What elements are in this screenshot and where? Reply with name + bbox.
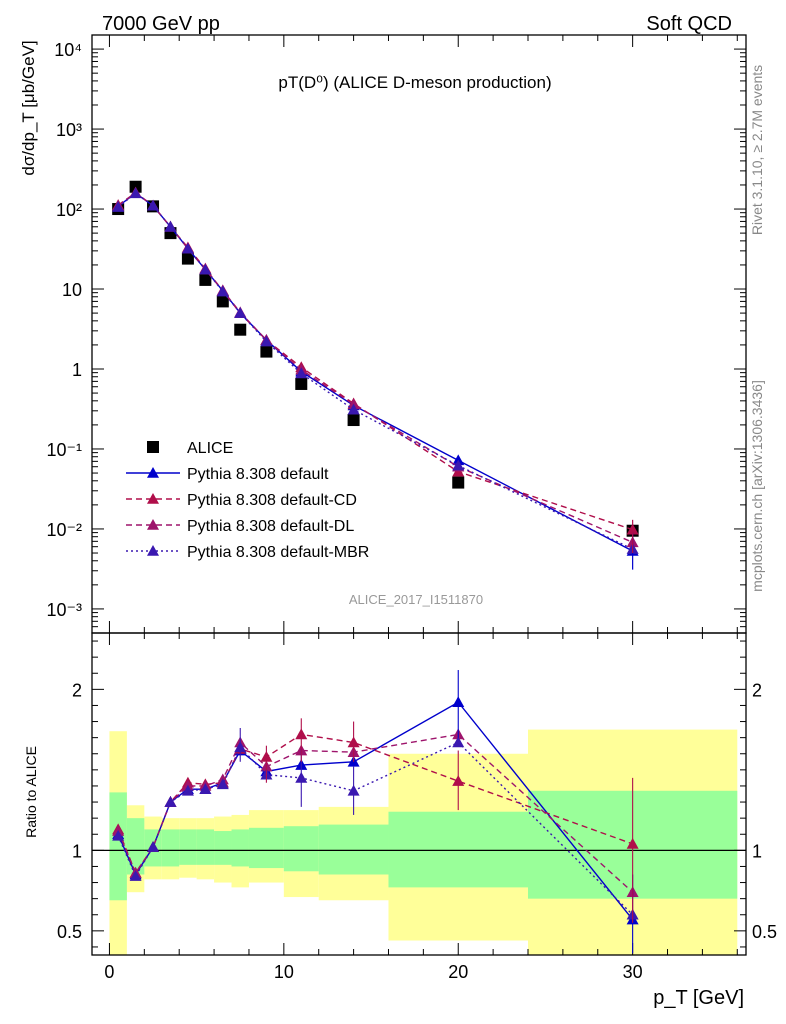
- ratio-uncertainty-bands: [92, 729, 746, 955]
- ratio-marker-3: [199, 783, 212, 794]
- series-marker-4: [199, 263, 212, 275]
- alice-data-point: [260, 345, 273, 358]
- x-tick-label: 0: [104, 962, 114, 982]
- alice-data-point: [199, 273, 212, 286]
- legend-label: ALICE: [187, 440, 233, 457]
- series-line-3: [117, 191, 633, 543]
- ratio-frame: [91, 632, 747, 956]
- ratio-marker-3: [164, 796, 177, 807]
- legend-label: Pythia 8.308 default-DL: [187, 518, 354, 535]
- main-y-axis-label: dσ/dp_T [μb/GeV]: [19, 40, 38, 175]
- ratio-marker-3: [112, 829, 125, 841]
- band-green-bin: [388, 811, 528, 888]
- y-tick-label: 10³: [56, 120, 82, 140]
- series-marker-4: [295, 367, 308, 379]
- alice-data-point: [347, 414, 360, 427]
- y-tick-label: 10²: [56, 200, 82, 220]
- watermark: ALICE_2017_I1511870: [349, 592, 483, 607]
- y-tick-label: 10⁻²: [46, 520, 82, 540]
- ratio-marker-3: [129, 870, 142, 881]
- band-green-bin: [109, 792, 127, 901]
- ratio-y-tick-label: 1: [72, 841, 82, 861]
- y-tick-label: 10⁴: [54, 40, 82, 60]
- band-green-bin: [196, 829, 215, 865]
- ratio-y-tick-label: 2: [72, 680, 82, 700]
- ratio-y-axis-label: Ratio to ALICE: [23, 746, 39, 838]
- band-green-bin: [248, 827, 284, 869]
- alice-data-point: [181, 252, 194, 265]
- legend-marker: [147, 493, 159, 504]
- series-marker-4: [147, 199, 160, 211]
- plot-frames: [91, 34, 747, 956]
- legend: ALICE Pythia 8.308 default Pythia 8.308 de…: [126, 440, 369, 561]
- alice-data-point: [234, 323, 247, 336]
- x-tick-label: 30: [623, 962, 643, 982]
- legend-label: Pythia 8.308 default-MBR: [187, 544, 369, 561]
- alice-data-point: [216, 295, 229, 308]
- legend-label: Pythia 8.308 default: [187, 466, 329, 483]
- series-marker-4: [164, 220, 177, 232]
- y-tick-label: 10⁻³: [46, 600, 82, 620]
- plot-title: pT(D⁰) (ALICE D-meson production): [278, 73, 551, 92]
- band-green-bin: [179, 829, 197, 865]
- main-series: [112, 180, 639, 570]
- series-marker-4: [216, 285, 229, 297]
- ratio-y-tick-label-right: 0.5: [752, 922, 777, 942]
- legend-marker: [147, 545, 159, 556]
- band-green-bin: [214, 831, 232, 865]
- axis-ticks: 0 10 20 30 10⁻³ 10⁻² 10⁻¹ 1 10 10² 10³ 10⁴ 0.5 0.5 1 1 2…: [46, 35, 777, 982]
- ratio-y-tick-label: 0.5: [57, 922, 82, 942]
- header-right: Soft QCD: [646, 13, 732, 35]
- ratio-marker-3: [181, 784, 194, 796]
- series-marker-4: [452, 459, 465, 471]
- series-marker-4: [181, 242, 194, 254]
- series-marker-4: [112, 201, 125, 212]
- alice-data-point: [452, 476, 465, 489]
- ratio-marker-3: [216, 778, 229, 790]
- y-tick-label: 1: [72, 360, 82, 380]
- series-marker-4: [129, 187, 142, 199]
- mcplots-label: mcplots.cern.ch [arXiv:1306.3436]: [749, 380, 765, 592]
- x-tick-label: 20: [448, 962, 468, 982]
- x-tick-label: 10: [274, 962, 294, 982]
- rivet-label: Rivet 3.1.10, ≥ 2.7M events: [749, 65, 765, 235]
- ratio-marker-3: [452, 736, 465, 748]
- x-axis-label: p_T [GeV]: [653, 987, 744, 1009]
- band-green-bin: [318, 824, 389, 875]
- header-left: 7000 GeV pp: [102, 13, 220, 35]
- alice-data-point: [295, 377, 308, 390]
- band-green-bin: [161, 829, 180, 867]
- y-tick-label: 10⁻¹: [46, 440, 82, 460]
- ratio-y-tick-label-right: 2: [752, 680, 762, 700]
- ratio-marker-3: [147, 841, 160, 852]
- ratio-y-tick-label-right: 1: [752, 841, 762, 861]
- legend-marker-alice: [147, 441, 159, 453]
- y-tick-label: 10: [62, 280, 82, 300]
- series-marker-4: [234, 307, 247, 318]
- ratio-series: [112, 670, 639, 954]
- band-green-bin: [283, 826, 319, 872]
- legend-marker: [147, 519, 159, 530]
- series-marker-4: [260, 335, 273, 347]
- legend-marker: [147, 467, 159, 478]
- band-green-bin: [231, 829, 249, 867]
- legend-label: Pythia 8.308 default-CD: [187, 492, 357, 509]
- series-marker-4: [347, 403, 360, 415]
